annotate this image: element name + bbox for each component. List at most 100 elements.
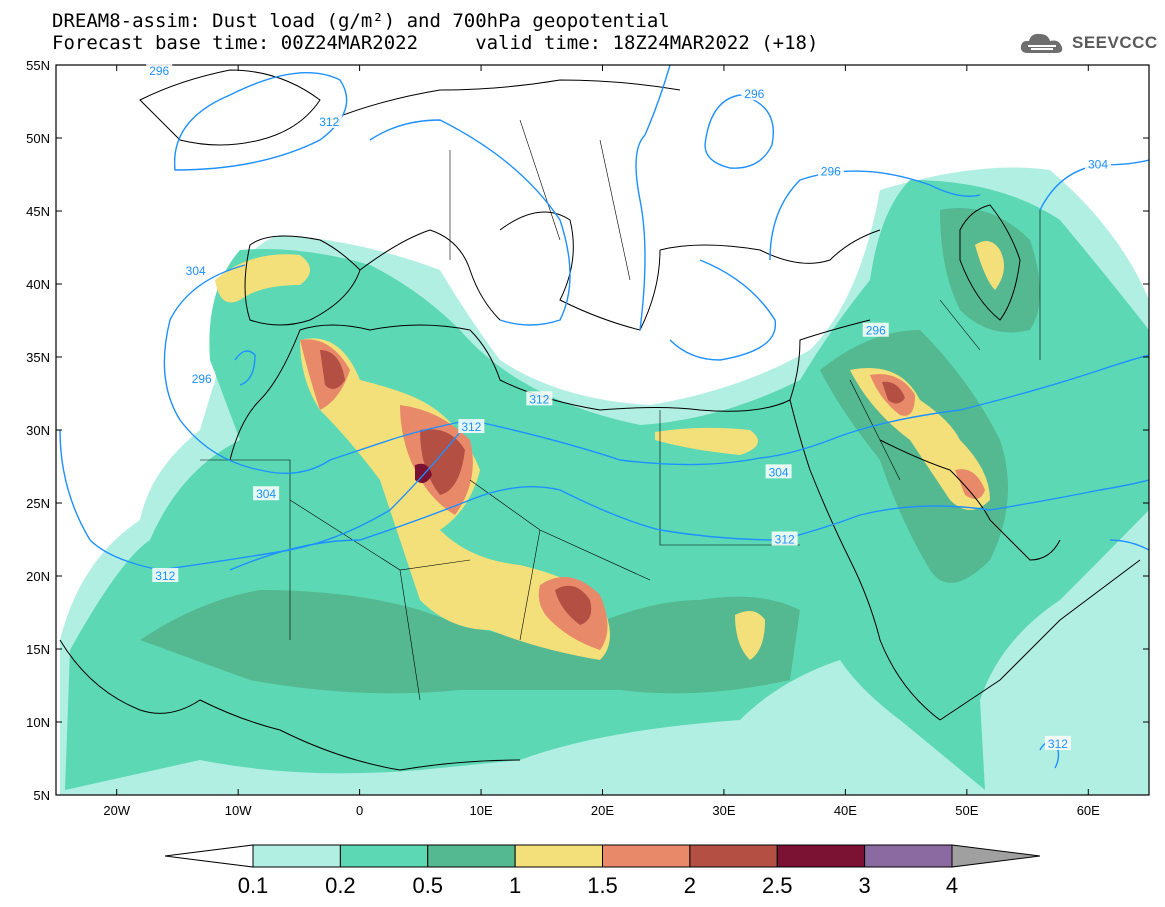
contour-value-labels: 296 312 296 296 304 304 296 312 296 312 304 304 312 3… (146, 62, 1111, 751)
country-borders (200, 119, 1041, 701)
contour-label-bg (182, 262, 209, 277)
contour-296-east (644, 65, 671, 136)
lon-label: 10W (225, 803, 252, 818)
coastlines (59, 69, 1141, 771)
colorbar-tick-label: 1.5 (587, 873, 618, 898)
lon-label: 10E (469, 803, 492, 818)
contour-label-bg (146, 62, 173, 77)
colorbar-legend: 0.1 0.2 0.5 1 1.5 2 2.5 3 4 (164, 844, 1041, 898)
contour-label-bg (152, 568, 179, 582)
contour-312-africa (229, 479, 1149, 571)
contour-label: 296 (149, 64, 169, 78)
dust-plume-brown-central (420, 429, 465, 495)
lat-label: 55N (26, 58, 50, 73)
contour-296-morocco (234, 350, 256, 386)
lon-label: 40E (834, 803, 857, 818)
contour-label-bg (765, 464, 792, 479)
lat-label: 5N (33, 788, 50, 803)
contour-label: 304 (769, 465, 789, 479)
lat-label: 10N (26, 715, 50, 730)
contour-label: 304 (1088, 157, 1108, 171)
colorbar-swatch (427, 844, 516, 868)
colorbar-tick-label: 4 (946, 873, 958, 898)
forecast-time-line: Forecast base time: 00Z24MAR2022 valid t… (52, 32, 819, 54)
contour-label: 312 (1048, 737, 1068, 751)
dust-plume-orange-gulf (955, 469, 985, 499)
cloud-icon (1020, 33, 1063, 53)
geopotential-contours (59, 65, 1149, 769)
contour-label: 304 (256, 487, 276, 501)
map-title: DREAM8-assim: Dust load (g/m²) and 700hP… (52, 10, 670, 32)
contour-label-bg (253, 486, 280, 501)
colorbar-tick-label: 3 (859, 873, 871, 898)
colorbar-tick-label: 0.5 (412, 873, 443, 898)
contour-312-sahara (59, 419, 471, 571)
colorbar-tick-label: 2 (684, 873, 696, 898)
colorbar-swatch (689, 844, 778, 868)
contour-label-bg (458, 419, 485, 434)
contour-label-bg (817, 163, 844, 178)
lon-label: 20E (591, 803, 614, 818)
contour-label: 312 (461, 420, 481, 434)
lat-label: 15N (26, 642, 50, 657)
contour-label-bg (316, 113, 343, 128)
longitude-labels: 20W 10W 0 10E 20E 30E 40E 50E 60E (103, 803, 1100, 818)
colorbar-swatch (602, 844, 691, 868)
contour-312-turkey (669, 259, 777, 361)
lon-label: 0 (356, 803, 363, 818)
contour-label: 312 (775, 533, 795, 547)
dust-plume-brown-south (555, 585, 592, 625)
lat-label: 20N (26, 569, 50, 584)
contour-304-atlas (259, 354, 1149, 475)
contour-label-bg (862, 322, 889, 337)
contour-296-black-sea (769, 170, 981, 261)
lat-label: 35N (26, 350, 50, 365)
contour-label-bg (741, 86, 768, 101)
contour-label: 312 (319, 115, 339, 129)
colorbar-tick-label: 1 (509, 873, 521, 898)
lon-label: 50E (955, 803, 978, 818)
dust-region-mid (140, 590, 800, 694)
lon-label: 60E (1077, 803, 1100, 818)
contour-label-bg (1084, 156, 1111, 171)
lat-label: 45N (26, 204, 50, 219)
contour-label-bg (188, 370, 215, 385)
contour-label: 304 (186, 264, 206, 278)
contour-296-ring (704, 94, 774, 169)
colorbar-under-triangle (164, 844, 254, 868)
dust-plume-yellow-chad (735, 611, 765, 660)
colorbar-swatch (339, 844, 429, 868)
contour-312-far (1109, 539, 1149, 551)
colorbar-over-triangle (951, 844, 1041, 868)
colorbar-tick-label: 2.5 (762, 873, 793, 898)
contour-312-north (369, 119, 571, 326)
seevccc-logo: SEEVCCC (1018, 24, 1158, 62)
contour-label: 312 (155, 569, 175, 583)
latitude-labels: 55N 50N 45N 40N 35N 30N 25N 20N 15N 10N 5N (26, 58, 50, 803)
contour-label-bg (1044, 735, 1071, 750)
contour-label: 296 (192, 372, 212, 386)
contour-296-uk (173, 72, 348, 171)
colorbar-tick-label: 0.1 (238, 873, 269, 898)
dust-plume-yellow-egypt (655, 427, 758, 455)
lon-label: 30E (712, 803, 735, 818)
contour-312-med (635, 134, 646, 331)
dust-plume-yellow-caspian (975, 241, 1004, 290)
contour-label: 312 (529, 392, 549, 406)
contour-label: 296 (866, 324, 886, 338)
dust-plume-brown-iraq (882, 381, 905, 404)
colorbar-swatch (864, 844, 953, 868)
dust-field (59, 65, 1149, 795)
lat-label: 25N (26, 496, 50, 511)
contour-label-bg (771, 531, 798, 546)
lat-label: 40N (26, 277, 50, 292)
dust-plume-brown (320, 350, 345, 389)
lat-label: 50N (26, 131, 50, 146)
contour-304-iberia (163, 264, 261, 471)
lat-label: 30N (26, 423, 50, 438)
contour-label: 296 (821, 165, 841, 179)
contour-label: 296 (744, 87, 764, 101)
contour-label-bg (526, 391, 553, 406)
logo-text: SEEVCCC (1072, 33, 1158, 52)
